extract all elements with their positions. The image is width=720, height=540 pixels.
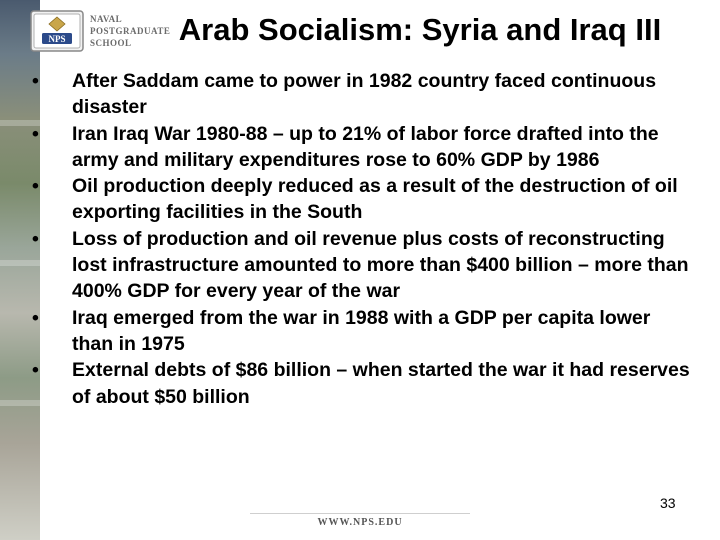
nps-logo: NPS NAVAL POSTGRADUATE SCHOOL — [30, 10, 170, 52]
footer-url: WWW.NPS.EDU — [317, 517, 403, 528]
bullet-item: Oil production deeply reduced as a resul… — [32, 173, 692, 226]
nps-seal-icon: NPS — [30, 10, 84, 52]
page-number: 33 — [660, 495, 676, 511]
footer-divider — [250, 513, 470, 514]
bullet-item: Loss of production and oil revenue plus … — [32, 226, 692, 305]
nps-badge-text: NPS — [48, 34, 65, 44]
bullet-item: External debts of $86 billion – when sta… — [32, 357, 692, 410]
bullet-item: Iraq emerged from the war in 1988 with a… — [32, 305, 692, 358]
slide-title: Arab Socialism: Syria and Iraq III — [178, 12, 662, 47]
school-name-line: SCHOOL — [90, 38, 132, 48]
bullet-item: Iran Iraq War 1980-88 – up to 21% of lab… — [32, 121, 692, 174]
bullet-list: After Saddam came to power in 1982 count… — [32, 68, 692, 410]
school-name-line: NAVAL — [90, 14, 123, 24]
school-name-line: POSTGRADUATE — [90, 26, 171, 36]
bullet-item: After Saddam came to power in 1982 count… — [32, 68, 692, 121]
school-name: NAVAL POSTGRADUATE SCHOOL — [90, 13, 170, 49]
